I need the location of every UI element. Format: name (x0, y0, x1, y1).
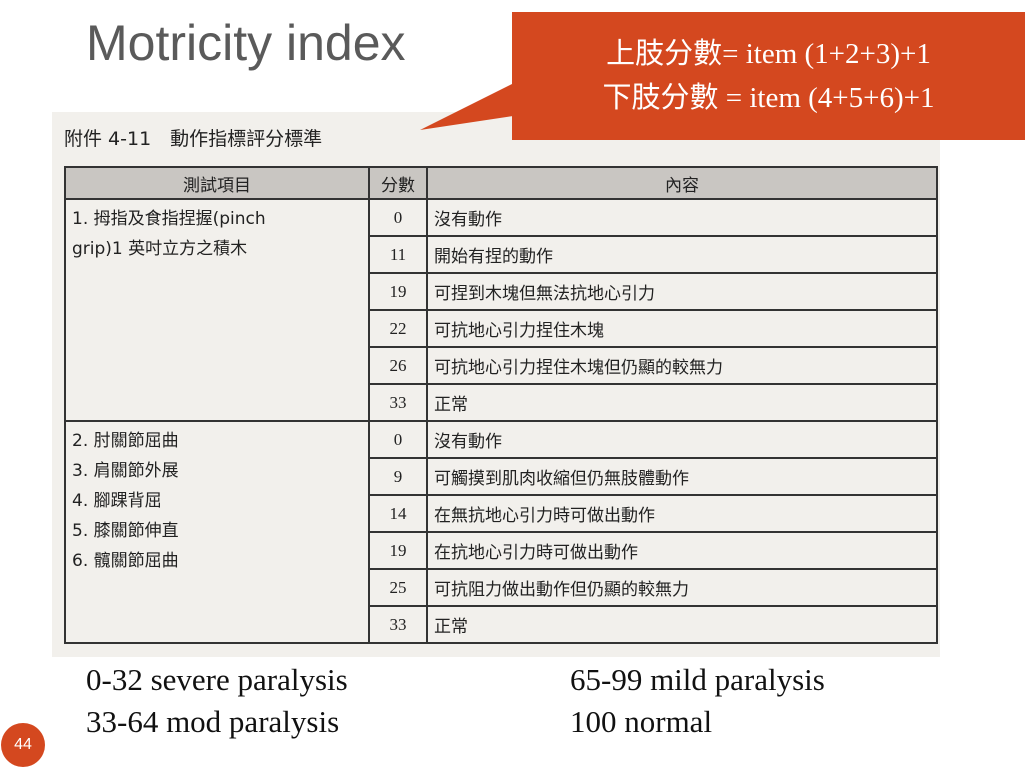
item-line: 2. 肘關節屈曲 (72, 431, 179, 451)
table-row: 14 在無抗地心引力時可做出動作 (65, 494, 938, 533)
callout: 上肢分數= item (1+2+3)+1 下肢分數 = item (4+5+6)… (512, 12, 1025, 140)
header-cell: 分數 (368, 166, 428, 200)
content-cell: 正常 (426, 383, 938, 422)
content-cell: 開始有捏的動作 (426, 235, 938, 274)
score-cell: 19 (368, 272, 428, 311)
score-cell: 0 (368, 198, 428, 237)
score-cell: 22 (368, 309, 428, 348)
item-line: 1. 拇指及食指捏握(pinch (72, 209, 266, 229)
score-cell: 19 (368, 531, 428, 570)
item-line: 6. 髖關節屈曲 (72, 551, 179, 571)
table-row: 33 正常 (65, 605, 938, 644)
callout-line: 下肢分數 = item (4+5+6)+1 (602, 82, 935, 114)
table-row: 1. 拇指及食指捏握(pinch grip)1 英吋立方之積木 0 沒有動作 (64, 198, 938, 422)
legend-text: 100 normal (570, 704, 713, 739)
score-cell: 11 (368, 235, 428, 274)
content-cell: 在抗地心引力時可做出動作 (426, 531, 938, 570)
content-cell: 可抗阻力做出動作但仍顯的較無力 (426, 568, 938, 607)
page-number: 44 (1, 723, 45, 767)
item-cell: 2. 肘關節屈曲 3. 肩關節外展 4. 腳踝背屈 5. 膝關節伸直 6. 髖關節屈曲 (64, 420, 370, 644)
score-cell: 9 (368, 457, 428, 496)
table-row: 26 可抗地心引力捏住木塊但仍顯的較無力 (65, 346, 938, 385)
score-cell: 0 (368, 420, 428, 459)
content-cell: 可捏到木塊但無法抗地心引力 (426, 272, 938, 311)
item-line: grip)1 英吋立方之積木 (72, 239, 248, 259)
callout-line: 上肢分數= item (1+2+3)+1 (606, 38, 931, 70)
header-cell: 內容 (426, 166, 938, 200)
score-table: 測試項目 分數 內容 1. 拇指及食指捏握(pinch grip)1 英吋立方之積… (64, 166, 938, 644)
content-cell: 沒有動作 (426, 420, 938, 459)
table-row: 11 開始有捏的動作 (65, 235, 938, 274)
table-row: 25 可抗阻力做出動作但仍顯的較無力 (65, 568, 938, 607)
header-cell: 測試項目 (64, 166, 370, 200)
table-row: 19 在抗地心引力時可做出動作 (65, 531, 938, 570)
item-line: 4. 腳踝背屈 (72, 491, 162, 511)
item-line: 5. 膝關節伸直 (72, 521, 179, 541)
item-line: 3. 肩關節外展 (72, 461, 179, 481)
content-cell: 可抗地心引力捏住木塊但仍顯的較無力 (426, 346, 938, 385)
legend-text: 65-99 mild paralysis (570, 662, 825, 697)
content-cell: 沒有動作 (426, 198, 938, 237)
score-cell: 33 (368, 383, 428, 422)
score-cell: 25 (368, 568, 428, 607)
table-row: 9 可觸摸到肌肉收縮但仍無肢體動作 (65, 457, 938, 496)
content-cell: 正常 (426, 605, 938, 644)
content-cell: 在無抗地心引力時可做出動作 (426, 494, 938, 533)
table-row: 33 正常 (65, 383, 938, 422)
content-cell: 可觸摸到肌肉收縮但仍無肢體動作 (426, 457, 938, 496)
score-cell: 33 (368, 605, 428, 644)
table-row: 19 可捏到木塊但無法抗地心引力 (65, 272, 938, 311)
table-caption: 附件 4-11 動作指標評分標準 (64, 128, 323, 150)
header-row: 測試項目 分數 內容 (64, 166, 938, 200)
table-row: 2. 肘關節屈曲 3. 肩關節外展 4. 腳踝背屈 5. 膝關節伸直 6. 髖關節屈曲 0… (64, 420, 938, 644)
table-row: 22 可抗地心引力捏住木塊 (65, 309, 938, 348)
content-cell: 可抗地心引力捏住木塊 (426, 309, 938, 348)
item-cell: 1. 拇指及食指捏握(pinch grip)1 英吋立方之積木 (64, 198, 370, 422)
score-cell: 14 (368, 494, 428, 533)
slide-title: Motricity index (86, 15, 406, 71)
legend-text: 33-64 mod paralysis (86, 704, 340, 739)
legend-text: 0-32 severe paralysis (86, 662, 348, 697)
score-cell: 26 (368, 346, 428, 385)
